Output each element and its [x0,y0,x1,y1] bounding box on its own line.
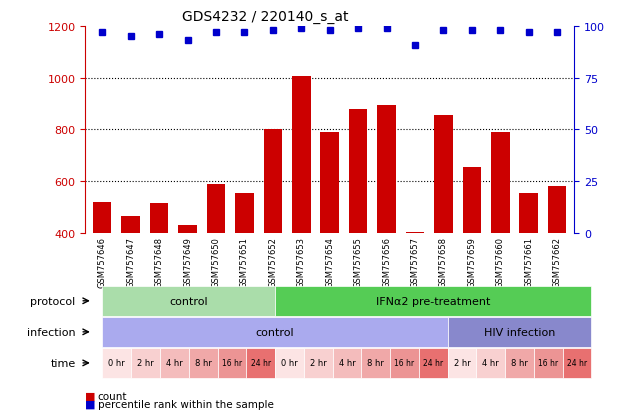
Text: 8 hr: 8 hr [511,358,528,368]
Text: ■: ■ [85,399,96,409]
Bar [463,168,481,337]
Bar [434,116,452,337]
Text: 24 hr: 24 hr [423,358,444,368]
Text: 2 hr: 2 hr [137,358,154,368]
Text: 8 hr: 8 hr [367,358,384,368]
Bar [264,130,282,337]
Text: infection: infection [27,327,76,337]
Text: 16 hr: 16 hr [222,358,242,368]
Bar [548,187,567,337]
Text: percentile rank within the sample: percentile rank within the sample [98,399,274,409]
Text: 4 hr: 4 hr [166,358,183,368]
Bar [179,225,197,337]
Text: time: time [50,358,76,368]
Bar [93,202,112,337]
Bar [150,204,168,337]
Bar [235,193,254,337]
Bar [377,106,396,337]
Text: ■: ■ [85,391,96,401]
Bar [519,193,538,337]
Bar [321,133,339,337]
Text: 8 hr: 8 hr [195,358,211,368]
Bar [121,216,140,337]
Text: IFNα2 pre-treatment: IFNα2 pre-treatment [376,296,490,306]
Text: 16 hr: 16 hr [538,358,558,368]
Text: protocol: protocol [30,296,76,306]
Text: 16 hr: 16 hr [394,358,415,368]
Text: control: control [170,296,208,306]
Bar [349,109,367,337]
Text: 0 hr: 0 hr [281,358,298,368]
Bar [292,77,310,337]
Text: HIV infection: HIV infection [484,327,555,337]
Bar [406,232,424,337]
Bar [491,133,509,337]
Text: GDS4232 / 220140_s_at: GDS4232 / 220140_s_at [182,10,348,24]
Text: 24 hr: 24 hr [567,358,587,368]
Text: 2 hr: 2 hr [310,358,327,368]
Text: control: control [256,327,294,337]
Bar [207,184,225,337]
Text: 4 hr: 4 hr [483,358,499,368]
Text: 0 hr: 0 hr [109,358,125,368]
Text: 24 hr: 24 hr [251,358,271,368]
Text: 2 hr: 2 hr [454,358,470,368]
Text: count: count [98,391,127,401]
Text: 4 hr: 4 hr [339,358,355,368]
